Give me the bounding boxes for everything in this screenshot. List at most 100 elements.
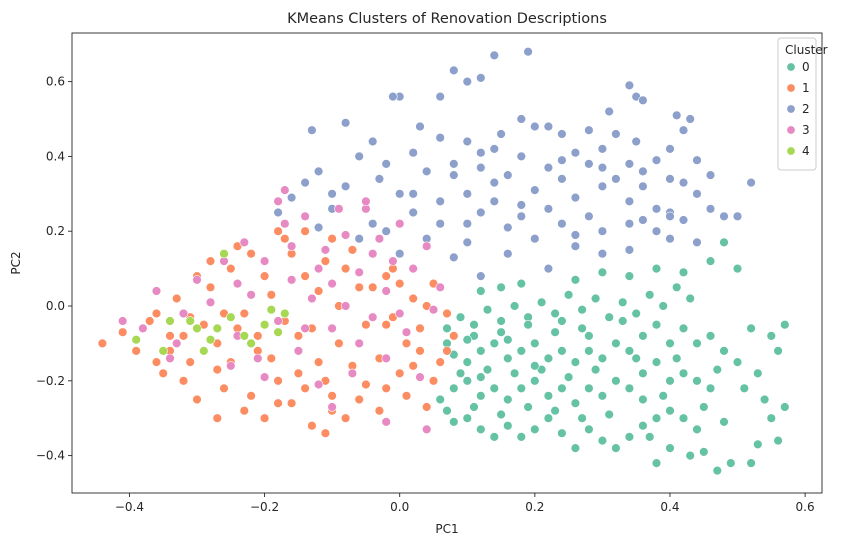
cluster-2-point	[476, 73, 486, 83]
cluster-3-point	[232, 278, 243, 289]
cluster-2-point	[651, 226, 662, 236]
y-tick-label: 0.6	[46, 75, 65, 89]
cluster-3-point	[246, 290, 256, 300]
cluster-0-point	[705, 256, 716, 266]
cluster-2-point	[462, 189, 472, 199]
cluster-2-point	[557, 129, 567, 139]
legend-marker-2	[786, 104, 796, 114]
cluster-0-point	[503, 394, 513, 405]
cluster-3-point	[334, 204, 344, 214]
cluster-3-point	[286, 241, 297, 251]
cluster-3-point	[138, 323, 148, 334]
y-tick-label: −0.2	[36, 374, 65, 388]
cluster-3-point	[172, 338, 182, 349]
cluster-1-point	[158, 368, 168, 378]
cluster-3-point	[368, 249, 378, 259]
points-layer	[97, 46, 790, 476]
cluster-2-point	[611, 129, 621, 139]
chart-title: KMeans Clusters of Renovation Descriptio…	[287, 11, 607, 27]
cluster-2-point	[543, 121, 554, 132]
cluster-1-point	[300, 271, 310, 281]
cluster-2-point	[597, 249, 608, 259]
cluster-0-point	[692, 424, 702, 435]
cluster-1-point	[259, 413, 270, 423]
cluster-2-point	[435, 196, 445, 207]
cluster-0-point	[739, 383, 749, 393]
cluster-4-point	[185, 316, 195, 326]
cluster-3-point	[381, 417, 391, 427]
x-tick-label: 0.6	[796, 500, 815, 514]
cluster-2-point	[746, 177, 756, 188]
cluster-3-point	[327, 278, 337, 289]
cluster-2-point	[435, 219, 445, 229]
cluster-2-point	[408, 207, 418, 218]
cluster-0-point	[611, 376, 621, 386]
cluster-2-point	[381, 159, 391, 169]
cluster-2-point	[476, 207, 486, 218]
cluster-0-point	[482, 305, 493, 315]
cluster-2-point	[516, 211, 526, 222]
cluster-2-point	[597, 162, 608, 173]
cluster-0-point	[550, 327, 560, 337]
cluster-1-point	[381, 320, 391, 330]
cluster-0-point	[462, 335, 472, 345]
cluster-1-point	[428, 376, 439, 386]
cluster-1-point	[408, 293, 418, 304]
cluster-2-point	[489, 196, 499, 207]
cluster-1-point	[145, 316, 155, 326]
cluster-2-point	[327, 189, 337, 199]
cluster-1-point	[442, 308, 452, 319]
cluster-0-point	[611, 338, 621, 349]
plot-frame	[71, 32, 823, 494]
cluster-0-point	[570, 275, 581, 285]
cluster-1-point	[368, 282, 378, 292]
cluster-3-point	[347, 368, 358, 378]
cluster-0-point	[489, 432, 499, 442]
cluster-0-point	[462, 357, 472, 367]
cluster-2-point	[719, 211, 729, 222]
cluster-1-point	[266, 353, 276, 364]
cluster-1-point	[300, 226, 310, 236]
legend-box	[777, 37, 817, 171]
cluster-3-point	[381, 286, 391, 296]
cluster-1-point	[381, 271, 391, 281]
cluster-0-point	[651, 357, 662, 367]
cluster-0-point	[482, 364, 493, 375]
cluster-2-point	[665, 174, 675, 184]
cluster-3-point	[259, 372, 270, 382]
cluster-0-point	[577, 413, 587, 423]
cluster-2-point	[395, 189, 405, 199]
cluster-3-point	[340, 301, 351, 311]
cluster-2-point	[489, 177, 499, 188]
cluster-0-point	[665, 376, 675, 386]
cluster-3-point	[327, 323, 337, 334]
cluster-2-point	[651, 204, 662, 214]
cluster-0-point	[577, 323, 587, 334]
cluster-2-point	[530, 234, 540, 244]
cluster-0-point	[753, 439, 763, 450]
cluster-1-point	[280, 234, 290, 244]
cluster-0-point	[496, 409, 506, 420]
cluster-2-point	[732, 211, 743, 222]
cluster-3-point	[293, 346, 304, 356]
cluster-0-point	[719, 237, 729, 248]
cluster-4-point	[273, 327, 283, 337]
cluster-0-point	[644, 290, 655, 300]
cluster-0-point	[665, 338, 675, 349]
cluster-0-point	[665, 443, 675, 453]
cluster-1-point	[435, 357, 445, 367]
cluster-0-point	[543, 413, 554, 423]
x-tick-label: 0.4	[660, 500, 679, 514]
legend-title: Cluster	[785, 43, 828, 57]
cluster-1-point	[340, 263, 351, 274]
cluster-3-point	[395, 219, 405, 229]
cluster-0-point	[584, 346, 594, 356]
cluster-1-point	[273, 226, 283, 236]
cluster-0-point	[550, 308, 560, 319]
cluster-2-point	[408, 189, 418, 199]
cluster-4-point	[246, 338, 256, 349]
cluster-4-point	[158, 346, 168, 356]
cluster-2-point	[597, 181, 608, 192]
cluster-0-point	[624, 271, 635, 281]
cluster-3-point	[428, 305, 439, 315]
